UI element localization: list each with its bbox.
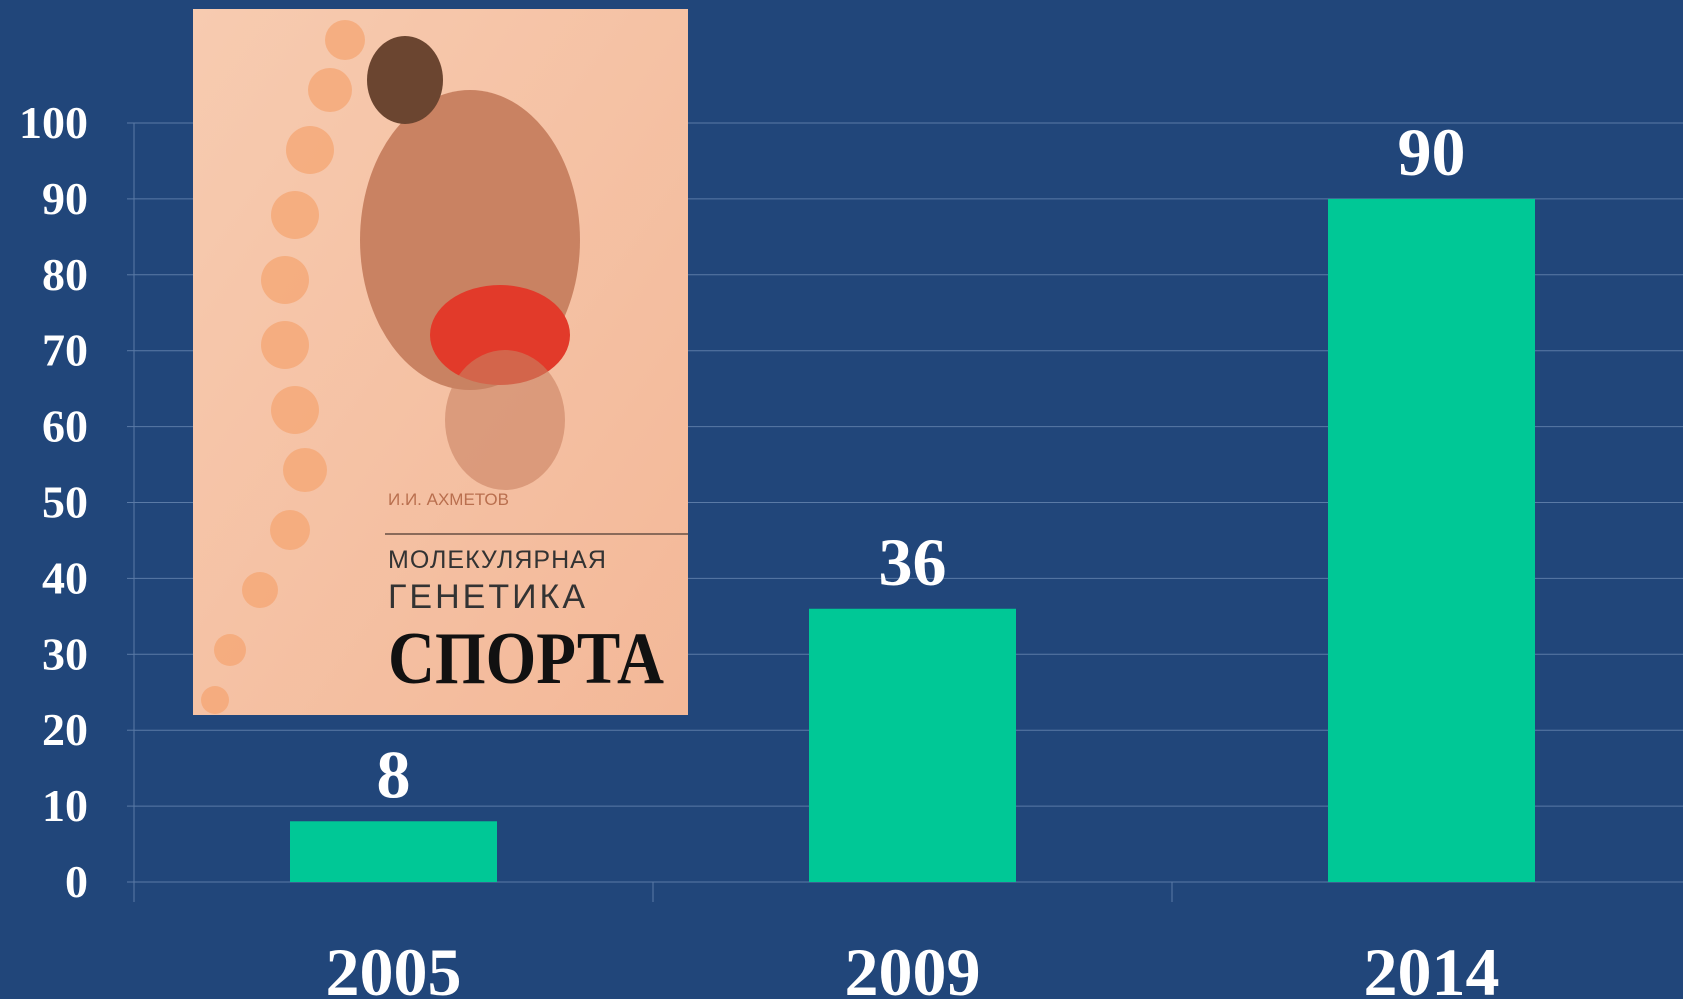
bar: [290, 821, 497, 882]
plot-area: 0 10 20 30 40 50 60 70 80 90 100 2005 8 2009 36 2014 90: [19, 97, 1683, 999]
y-tick-label: 50: [42, 477, 88, 528]
book-title-line: СПОРТА: [388, 618, 664, 700]
data-label: 90: [1398, 114, 1466, 190]
book-title-line: МОЛЕКУЛЯРНАЯ: [388, 546, 607, 574]
y-tick-label: 0: [65, 856, 88, 907]
bar: [1328, 198, 1535, 882]
data-label: 8: [377, 736, 411, 812]
x-tick-label: 2014: [1364, 934, 1500, 999]
y-tick-label: 70: [42, 325, 88, 376]
y-tick-label: 90: [42, 173, 88, 224]
bar: [809, 608, 1016, 882]
figure: [360, 36, 580, 490]
y-tick-label: 80: [42, 249, 88, 300]
y-tick-label: 40: [42, 552, 88, 603]
y-tick-label: 20: [42, 704, 88, 755]
y-tick-label: 10: [42, 780, 88, 831]
dna-helix: [201, 20, 365, 714]
x-tick-label: 2009: [845, 934, 981, 999]
book-cover: И.И. АХМЕТОВ МОЛЕКУЛЯРНАЯ ГЕНЕТИКА СПОРТ…: [193, 9, 688, 715]
x-tick-label: 2005: [326, 934, 462, 999]
y-tick-label: 30: [42, 628, 88, 679]
y-tick-label: 100: [19, 97, 88, 148]
book-title-line: ГЕНЕТИКА: [388, 578, 588, 616]
author: И.И. АХМЕТОВ: [388, 490, 509, 509]
data-label: 36: [879, 524, 947, 600]
y-tick-label: 60: [42, 401, 88, 452]
